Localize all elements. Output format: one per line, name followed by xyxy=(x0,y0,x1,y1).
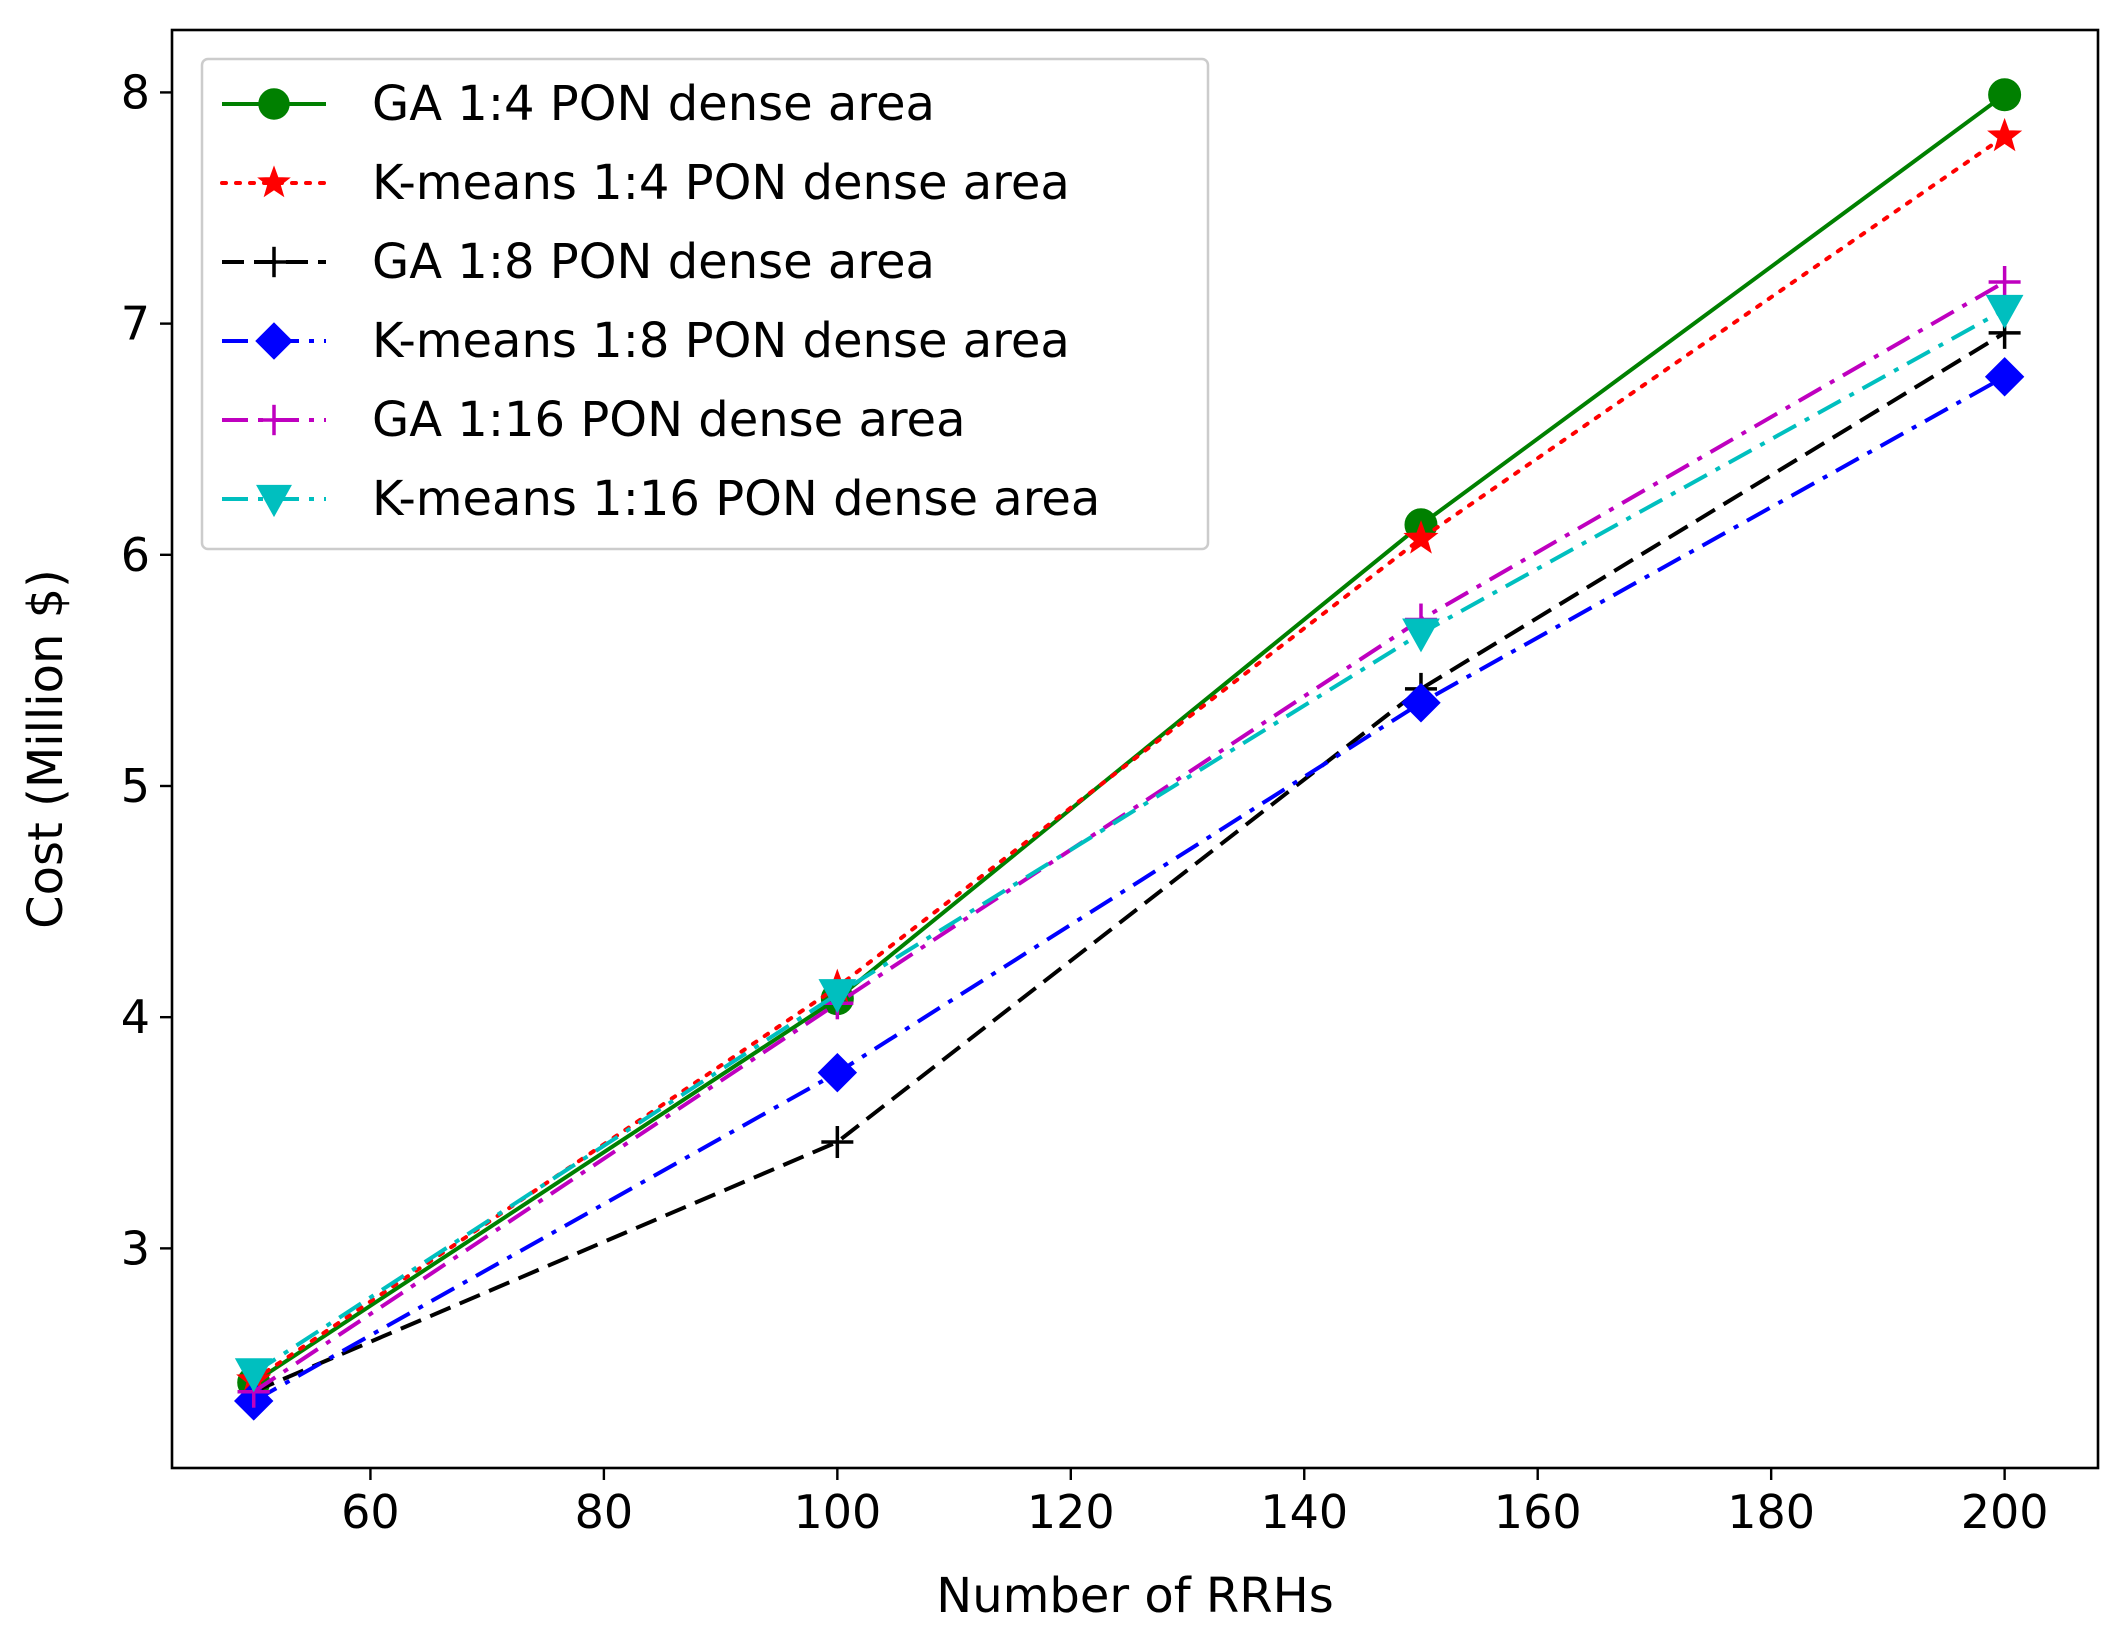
marker-star xyxy=(1403,520,1439,554)
legend-label: GA 1:16 PON dense area xyxy=(372,392,965,448)
legend-label: GA 1:4 PON dense area xyxy=(372,76,935,132)
y-tick-label: 7 xyxy=(121,297,150,351)
series-6 xyxy=(234,294,2024,1393)
x-tick-label: 80 xyxy=(575,1485,634,1539)
axes-group: 60 80 100 120 140 160 180 200 3 4 5 6 7 8 xyxy=(121,28,2100,1539)
series-line xyxy=(252,331,2006,1394)
legend-item: K-means 1:16 PON dense area xyxy=(222,471,1100,527)
legend-box xyxy=(200,57,1210,551)
marker-star xyxy=(257,165,291,198)
x-tick-label: 160 xyxy=(1494,1485,1582,1539)
series-line xyxy=(252,280,2006,1394)
x-tick-label: 200 xyxy=(1961,1485,2049,1539)
marker-star xyxy=(1987,117,2023,152)
legend-label: GA 1:8 PON dense area xyxy=(372,234,935,290)
series-line xyxy=(252,93,2006,1385)
marker-diamond xyxy=(1401,683,1441,723)
series-line xyxy=(251,134,2007,1383)
plot-frame xyxy=(170,28,2100,1470)
legend-label: K-means 1:8 PON dense area xyxy=(372,313,1070,369)
legend-item: GA 1:16 PON dense area xyxy=(222,392,965,448)
legend-item: GA 1:4 PON dense area xyxy=(222,76,935,132)
legend: GA 1:4 PON dense area K-means 1:4 PON den… xyxy=(200,57,1210,551)
x-tick-label: 180 xyxy=(1727,1485,1815,1539)
x-tick-label: 120 xyxy=(1027,1485,1115,1539)
marker-triangle-down xyxy=(818,979,857,1014)
marker-diamond xyxy=(817,1052,858,1093)
legend-label: K-means 1:4 PON dense area xyxy=(372,155,1070,211)
marker-circle xyxy=(1988,78,2022,112)
legend-item: K-means 1:4 PON dense area xyxy=(220,155,1070,211)
y-tick-label: 6 xyxy=(121,528,150,582)
y-tick-label: 4 xyxy=(121,990,150,1044)
legend-item: K-means 1:8 PON dense area xyxy=(222,313,1070,369)
legend-item: GA 1:8 PON dense area xyxy=(222,234,935,290)
marker-triangle-down xyxy=(256,484,292,518)
x-tick-label: 140 xyxy=(1260,1485,1348,1539)
x-axis-label: Number of RRHs xyxy=(936,1568,1333,1624)
marker-triangle-down xyxy=(1402,618,1440,653)
series-line xyxy=(252,307,2006,1375)
series-4 xyxy=(234,357,2025,1421)
marker-diamond xyxy=(1984,357,2025,397)
series-line xyxy=(252,375,2006,1403)
series-group xyxy=(234,78,2025,1421)
legend-label: K-means 1:16 PON dense area xyxy=(372,471,1100,527)
marker-triangle-down xyxy=(1985,294,2024,329)
x-tick-label: 60 xyxy=(341,1485,400,1539)
marker-diamond xyxy=(255,322,293,360)
y-tick-label: 8 xyxy=(121,65,150,119)
marker-circle xyxy=(258,88,290,120)
y-tick-label: 3 xyxy=(121,1221,150,1275)
y-axis-label: Cost (Million $) xyxy=(18,569,74,929)
marker-triangle-down xyxy=(234,1358,273,1393)
y-tick-label: 5 xyxy=(121,759,150,813)
x-tick-label: 100 xyxy=(793,1485,881,1539)
